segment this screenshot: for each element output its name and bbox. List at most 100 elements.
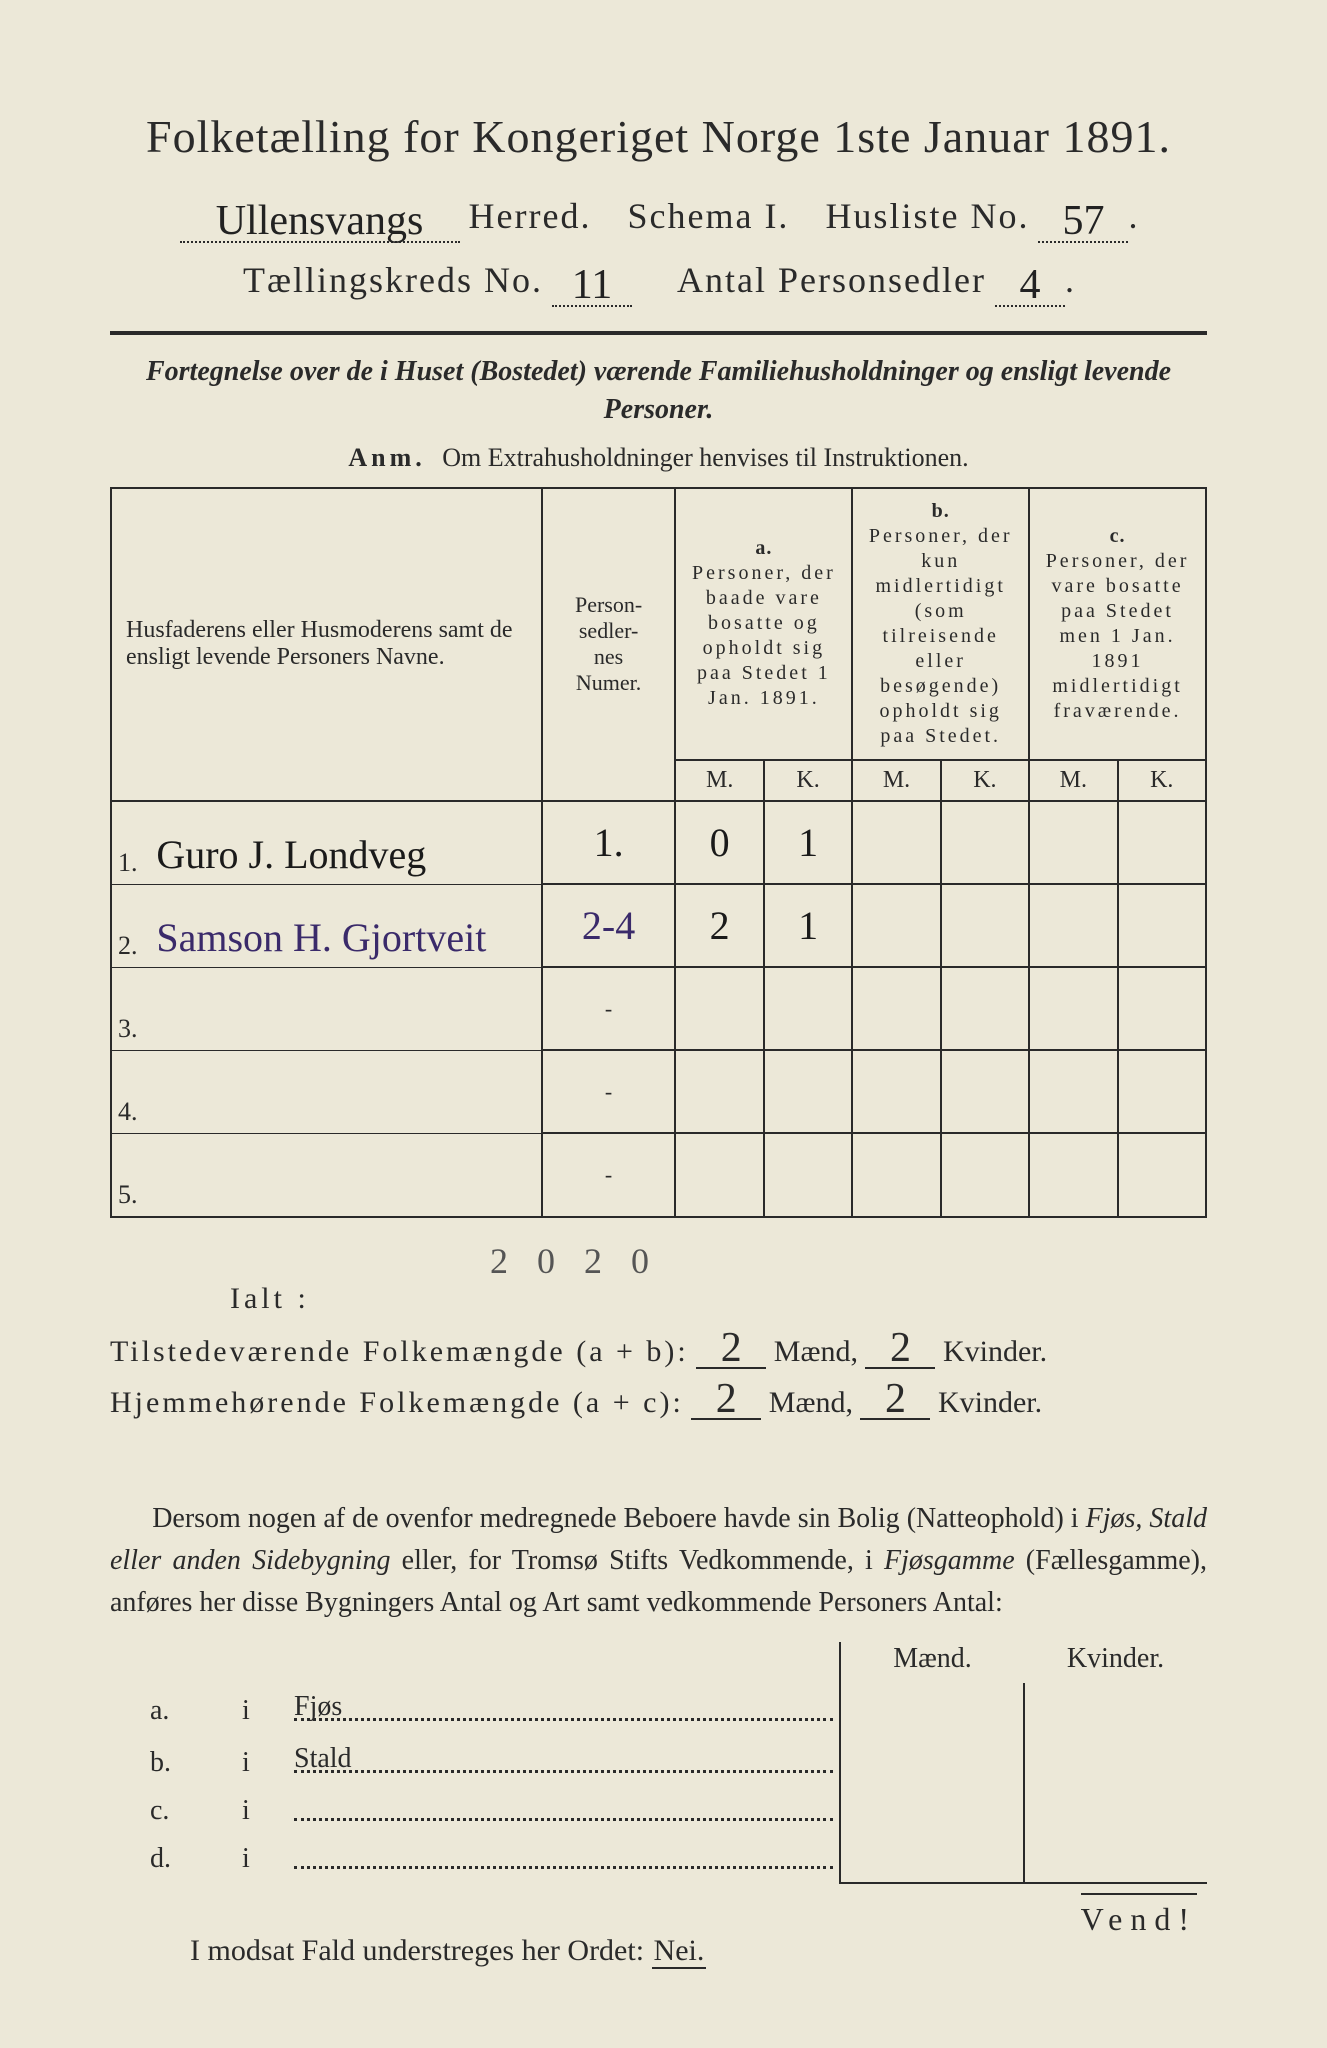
fjos-head-m: Mænd. xyxy=(840,1642,1024,1683)
col-b-m: M. xyxy=(852,760,940,801)
row-bK xyxy=(941,801,1029,885)
grp-c-title: c. xyxy=(1110,525,1126,547)
grp-c-text: Personer, der vare bosatte paa Stedet me… xyxy=(1046,550,1190,722)
row-name-cell: Samson H. Gjortveit xyxy=(156,884,541,967)
row-name-cell xyxy=(156,1133,541,1217)
outbuilding-table: Mænd. Kvinder. a. i Fjøs b. i Stald c. xyxy=(110,1642,1207,1884)
kvinder-label-2: Kvinder. xyxy=(938,1386,1042,1419)
row-num: 2. xyxy=(111,884,156,967)
row-num: 4. xyxy=(111,1050,156,1133)
totals-block: Tilstedeværende Folkemængde (a + b): 2 M… xyxy=(110,1326,1207,1428)
row-bK xyxy=(941,967,1029,1050)
row-numer: 1. xyxy=(542,801,676,885)
col-a-m: M. xyxy=(675,760,763,801)
col-c-m: M. xyxy=(1029,760,1117,801)
fjos-k xyxy=(1024,1683,1207,1735)
dotted-line xyxy=(294,1769,833,1773)
row-cK xyxy=(1118,1050,1207,1133)
row-aM-val: 0 xyxy=(710,820,730,865)
row-name: Guro J. Londveg xyxy=(156,832,426,877)
col-c-k: K. xyxy=(1118,760,1207,801)
col-names-text: Husfaderens eller Husmoderens samt de en… xyxy=(126,617,513,670)
row-num: 3. xyxy=(111,967,156,1050)
row-numer-val: 2-4 xyxy=(582,903,635,948)
fjos-lab: a. xyxy=(110,1683,236,1735)
col-group-c: c. Personer, der vare bosatte paa Stedet… xyxy=(1029,488,1206,760)
row-bK xyxy=(941,1133,1029,1217)
row-cK xyxy=(1118,801,1207,885)
table-row: 2. Samson H. Gjortveit 2-4 2 1 xyxy=(111,884,1206,967)
nei-line: I modsat Fald understreges her Ordet: Ne… xyxy=(110,1934,1207,1968)
table-row: 5. - xyxy=(111,1133,1206,1217)
col-b-k: K. xyxy=(941,760,1029,801)
fjos-name-cell xyxy=(288,1787,840,1835)
row-bM xyxy=(852,1050,940,1133)
census-form-page: Folketælling for Kongeriget Norge 1ste J… xyxy=(0,0,1327,2048)
fjos-k xyxy=(1024,1835,1207,1883)
husliste-label: Husliste No. xyxy=(825,196,1029,236)
nei-word: Nei. xyxy=(652,1934,707,1969)
fjos-i: i xyxy=(236,1787,288,1835)
row-aK xyxy=(764,1050,852,1133)
row-bM xyxy=(852,884,940,967)
header-line-1: Ullensvangs Herred. Schema I. Husliste N… xyxy=(110,191,1207,243)
row-bK xyxy=(941,884,1029,967)
row-cM xyxy=(1029,1133,1117,1217)
row-cM xyxy=(1029,1050,1117,1133)
row-name: Samson H. Gjortveit xyxy=(156,915,486,960)
tot1-label: Tilstedeværende Folkemængde (a + b): xyxy=(110,1335,689,1368)
row-bK xyxy=(941,1050,1029,1133)
row-cM xyxy=(1029,967,1117,1050)
fjos-row: b. i Stald xyxy=(110,1735,1207,1787)
tot2-m: 2 xyxy=(691,1381,761,1421)
tot2-k: 2 xyxy=(860,1381,930,1421)
fjos-name-cell: Fjøs xyxy=(288,1683,840,1735)
anm-text: Om Extrahusholdninger henvises til Instr… xyxy=(442,443,968,472)
kvinder-label: Kvinder. xyxy=(943,1335,1047,1368)
table-row: 4. - xyxy=(111,1050,1206,1133)
grp-a-title: a. xyxy=(755,537,772,559)
row-name-cell xyxy=(156,967,541,1050)
row-aK-val: 1 xyxy=(798,820,818,865)
fjos-row: d. i xyxy=(110,1835,1207,1883)
col-numer: Person- sedler- nes Numer. xyxy=(542,488,676,801)
row-aM: 0 xyxy=(675,801,763,885)
tot2-label: Hjemmehørende Folkemængde (a + c): xyxy=(110,1386,684,1419)
anm-line: Anm. Om Extrahusholdninger henvises til … xyxy=(110,443,1207,473)
fjos-k xyxy=(1024,1787,1207,1835)
fjos-head-k: Kvinder. xyxy=(1024,1642,1207,1683)
personsedler-label: Antal Personsedler xyxy=(677,260,986,300)
herred-value: Ullensvangs xyxy=(216,197,424,245)
outbuilding-paragraph: Dersom nogen af de ovenfor medregnede Be… xyxy=(110,1498,1207,1624)
fjos-k xyxy=(1024,1735,1207,1787)
fjos-i: i xyxy=(236,1835,288,1883)
grp-b-text: Personer, der kun midlertidigt (som tilr… xyxy=(869,525,1013,747)
row-aK: 1 xyxy=(764,884,852,967)
rule-top xyxy=(110,331,1207,335)
grp-a-text: Personer, der baade vare bosatte og opho… xyxy=(692,562,836,709)
dotted-line xyxy=(294,1817,833,1821)
totals-line-2: Hjemmehørende Folkemængde (a + c): 2 Mæn… xyxy=(110,1377,1207,1428)
fjos-i: i xyxy=(236,1735,288,1787)
fjos-name-cell xyxy=(288,1835,840,1883)
nei-pre: I modsat Fald understreges her Ordet: xyxy=(190,1934,652,1967)
row-numer: 2-4 xyxy=(542,884,676,967)
maend-label: Mænd, xyxy=(774,1335,858,1368)
fjos-row: a. i Fjøs xyxy=(110,1683,1207,1735)
row-cK xyxy=(1118,1133,1207,1217)
row-numer-val: 1. xyxy=(594,820,624,865)
kreds-value: 11 xyxy=(572,261,612,309)
col-names: Husfaderens eller Husmoderens samt de en… xyxy=(111,488,542,801)
fjos-lab: c. xyxy=(110,1787,236,1835)
row-num: 5. xyxy=(111,1133,156,1217)
vend-label: Vend! xyxy=(1081,1893,1197,1938)
row-aK xyxy=(764,1133,852,1217)
page-title: Folketælling for Kongeriget Norge 1ste J… xyxy=(110,110,1207,163)
row-bM xyxy=(852,1133,940,1217)
row-num: 1. xyxy=(111,801,156,885)
row-numer: - xyxy=(542,1133,676,1217)
row-aM xyxy=(675,967,763,1050)
fjos-i: i xyxy=(236,1683,288,1735)
row-aK xyxy=(764,967,852,1050)
fjos-m xyxy=(840,1683,1024,1735)
